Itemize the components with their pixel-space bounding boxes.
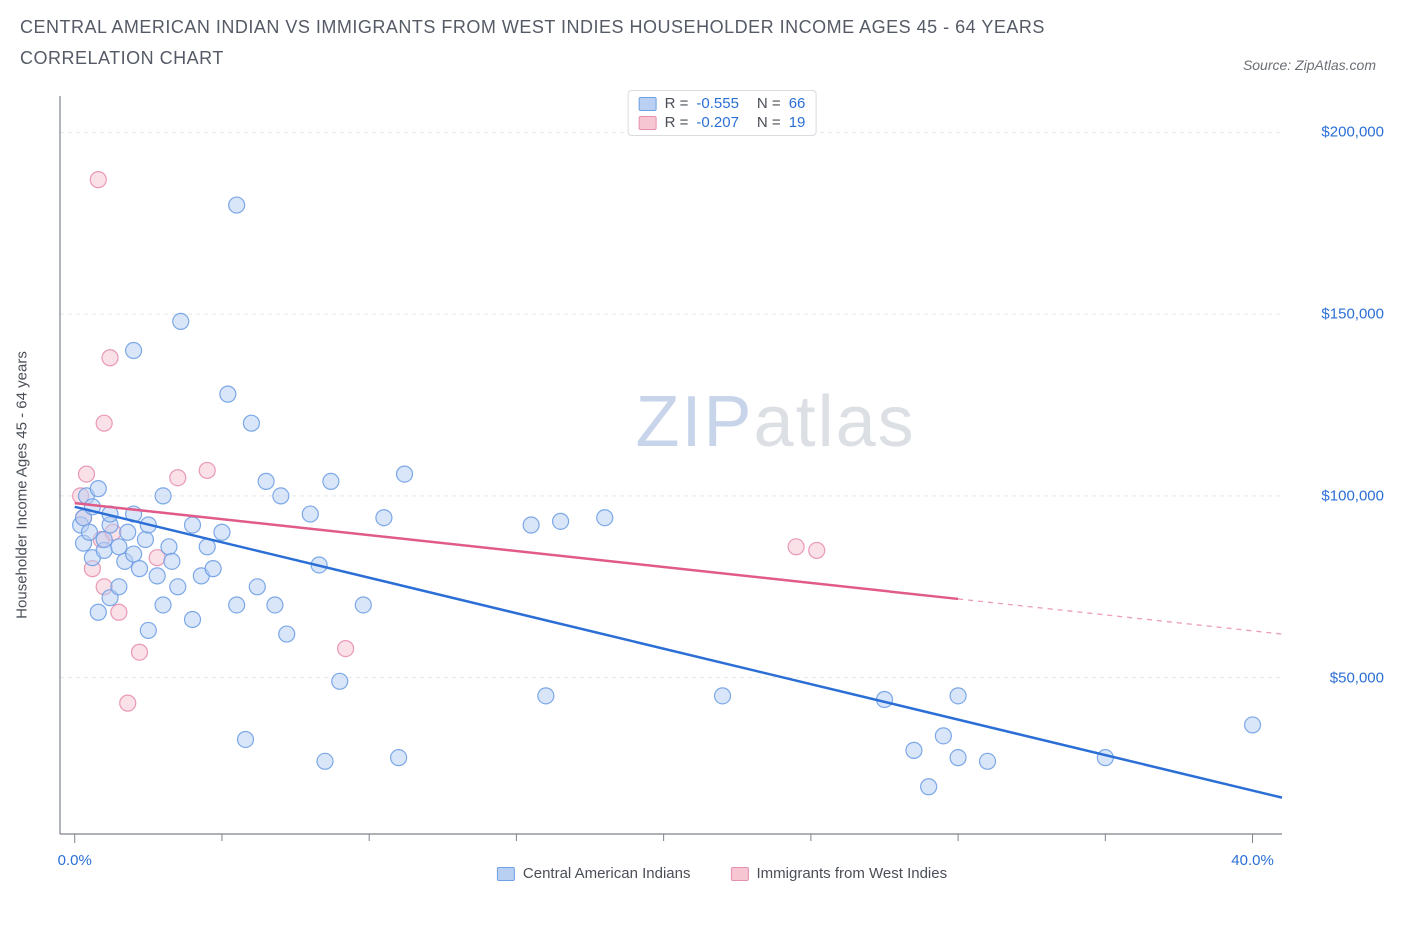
series-legend-label: Central American Indians bbox=[523, 865, 691, 882]
scatter-plot bbox=[52, 90, 1392, 880]
legend-n-value: 19 bbox=[789, 114, 806, 131]
series-legend: Central American Indians Immigrants from … bbox=[497, 865, 947, 882]
y-tick-label: $100,000 bbox=[1321, 487, 1384, 504]
y-tick-label: $200,000 bbox=[1321, 124, 1384, 141]
legend-swatch bbox=[497, 867, 515, 881]
series-legend-item: Immigrants from West Indies bbox=[730, 865, 947, 882]
legend-r-value: -0.207 bbox=[696, 114, 739, 131]
legend-r-label: R = bbox=[665, 114, 689, 131]
series-legend-item: Central American Indians bbox=[497, 865, 691, 882]
y-axis-label: Householder Income Ages 45 - 64 years bbox=[14, 351, 31, 619]
correlation-legend: R = -0.555 N = 66 R = -0.207 N = 19 bbox=[628, 90, 817, 136]
y-tick-label: $50,000 bbox=[1330, 669, 1384, 686]
x-tick-label: 0.0% bbox=[58, 852, 92, 869]
legend-n-value: 66 bbox=[789, 95, 806, 112]
legend-swatch bbox=[639, 116, 657, 130]
legend-n-label: N = bbox=[757, 114, 781, 131]
legend-swatch bbox=[639, 97, 657, 111]
source-label: Source: ZipAtlas.com bbox=[1243, 57, 1386, 73]
correlation-legend-row: R = -0.555 N = 66 bbox=[639, 95, 806, 112]
series-legend-label: Immigrants from West Indies bbox=[756, 865, 947, 882]
legend-r-label: R = bbox=[665, 95, 689, 112]
legend-n-label: N = bbox=[757, 95, 781, 112]
legend-r-value: -0.555 bbox=[696, 95, 739, 112]
y-tick-label: $150,000 bbox=[1321, 306, 1384, 323]
chart-area: Householder Income Ages 45 - 64 years ZI… bbox=[52, 90, 1392, 880]
correlation-legend-row: R = -0.207 N = 19 bbox=[639, 114, 806, 131]
chart-title: CENTRAL AMERICAN INDIAN VS IMMIGRANTS FR… bbox=[20, 12, 1170, 73]
legend-swatch bbox=[730, 867, 748, 881]
x-tick-label: 40.0% bbox=[1231, 852, 1274, 869]
